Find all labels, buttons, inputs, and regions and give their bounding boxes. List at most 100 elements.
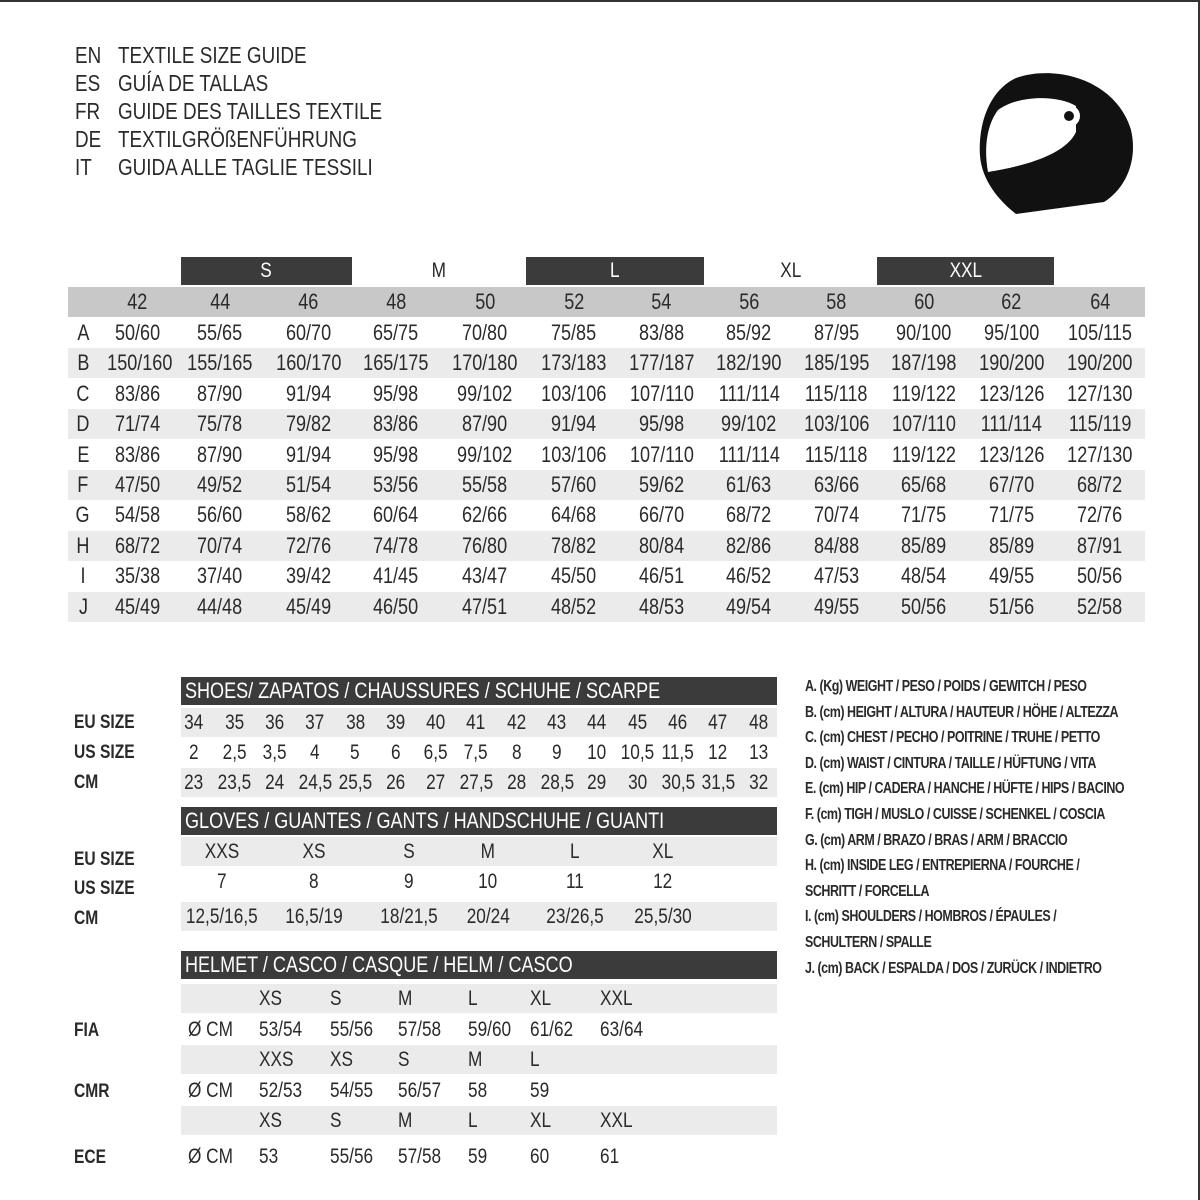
column-header-text: 62 xyxy=(1001,289,1022,314)
table-cell: 38 xyxy=(335,708,375,737)
size-label-text: XS xyxy=(330,1048,353,1071)
table-cell: 24,5 xyxy=(295,768,335,797)
table-cell: 115/119 xyxy=(1055,409,1145,439)
table-cell: 123/126 xyxy=(968,440,1055,470)
table-cell: 23 xyxy=(174,768,214,797)
shoes-header: SHOES/ ZAPATOS / CHAUSSURES / SCHUHE / S… xyxy=(181,677,777,705)
size-band-xl-text: XL xyxy=(779,259,802,282)
table-cell-text: 46/51 xyxy=(638,563,685,589)
size-band-l: L xyxy=(526,257,704,285)
table-cell-text: 111/114 xyxy=(980,411,1043,437)
table-cell: 72/76 xyxy=(1055,500,1145,530)
language-code-text: FR xyxy=(75,98,101,124)
title-text-value: TEXTILGRÖßENFÜHRUNG xyxy=(118,126,357,152)
table-cell: S xyxy=(359,837,459,866)
table-cell-text: 76/80 xyxy=(462,532,508,558)
table-cell: 45/49 xyxy=(265,592,352,622)
table-cell-text: 72/76 xyxy=(285,532,332,558)
table-cell: 44/48 xyxy=(175,592,265,622)
table-cell: 58/62 xyxy=(265,500,352,530)
table-cell-text: 67/70 xyxy=(988,472,1035,497)
table-cell: 66/70 xyxy=(618,500,705,530)
row-stripe xyxy=(181,708,777,737)
legend-item: F. (cm) TIGH / MUSLO / CUISSE / SCHENKEL… xyxy=(805,805,1190,825)
row-label: H xyxy=(70,531,96,561)
row-label-text: EU SIZE xyxy=(74,712,135,733)
size-band-xxl-text: XXL xyxy=(949,259,982,282)
table-cell: 78/82 xyxy=(530,531,618,561)
gloves-title: GLOVES / GUANTES / GANTS / HANDSCHUHE / … xyxy=(185,808,665,833)
table-cell: 53 xyxy=(259,1142,282,1171)
table-cell-text: 80/84 xyxy=(638,532,685,558)
gloves-header: GLOVES / GUANTES / GANTS / HANDSCHUHE / … xyxy=(181,807,777,835)
legend-item-text: G. (cm) ARM / BRAZO / BRAS / ARM / BRACC… xyxy=(805,831,1068,849)
legend-item-text: C. (cm) CHEST / PECHO / POITRINE / TRUHE… xyxy=(805,729,1100,747)
table-cell-text: 9 xyxy=(404,870,414,893)
row-label-text: US SIZE xyxy=(74,878,135,899)
table-cell-text: 59 xyxy=(530,1079,550,1102)
legend-item-text: I. (cm) SHOULDERS / HOMBROS / ÉPAULES / xyxy=(805,908,1057,926)
row-stripe xyxy=(181,984,777,1013)
legend-item-text: F. (cm) TIGH / MUSLO / CUISSE / SCHENKEL… xyxy=(805,806,1105,823)
unit-label-text: Ø CM xyxy=(188,1079,233,1102)
size-label: M xyxy=(398,1106,416,1135)
row-label-text: F xyxy=(77,472,89,497)
row-label: D xyxy=(70,409,96,439)
table-cell: 61/63 xyxy=(705,470,793,500)
table-cell-text: 59/60 xyxy=(468,1018,512,1041)
legend-item: B. (cm) HEIGHT / ALTURA / HAUTEUR / HÖHE… xyxy=(805,703,1200,723)
table-cell: 11 xyxy=(525,867,625,896)
table-cell-text: 83/86 xyxy=(114,380,161,406)
table-cell-text: 23 xyxy=(184,771,204,794)
table-cell: 68/72 xyxy=(100,531,175,561)
size-label-text: L xyxy=(468,987,478,1010)
column-header: 48 xyxy=(352,287,440,317)
table-cell-text: 83/88 xyxy=(638,320,685,345)
table-cell-text: 95/98 xyxy=(638,411,685,437)
table-cell-text: 8 xyxy=(511,741,522,764)
row-stripe xyxy=(181,837,777,866)
table-cell: 46/50 xyxy=(352,592,440,622)
table-cell: 16,5/19 xyxy=(264,902,364,931)
size-label-text: XS xyxy=(259,987,282,1010)
row-label: CM xyxy=(74,768,104,798)
table-cell: 107/110 xyxy=(618,379,705,409)
table-cell: 90/100 xyxy=(880,318,968,348)
table-cell-text: 155/165 xyxy=(187,350,253,376)
table-cell: L xyxy=(525,837,625,866)
table-cell-text: 87/90 xyxy=(197,441,243,467)
row-stripe xyxy=(68,409,1145,440)
table-cell-text: 45 xyxy=(627,711,647,734)
table-cell: 95/98 xyxy=(352,379,440,409)
legend-item: A. (Kg) WEIGHT / PESO / POIDS / GEWITCH … xyxy=(805,677,1166,697)
table-cell: 170/180 xyxy=(440,348,530,378)
table-cell: 150/160 xyxy=(100,348,175,378)
table-cell: 57/58 xyxy=(398,1015,451,1044)
table-cell-text: 95/100 xyxy=(983,320,1040,345)
table-cell-text: 123/126 xyxy=(978,380,1045,406)
table-cell: M xyxy=(438,837,538,866)
table-cell-text: 68/72 xyxy=(1077,472,1123,497)
table-cell-text: 190/200 xyxy=(978,350,1045,376)
table-cell-text: 107/110 xyxy=(892,411,956,437)
unit-label: Ø CM xyxy=(188,1076,243,1105)
row-label-text: A xyxy=(76,320,90,345)
size-label-text: L xyxy=(530,1048,540,1071)
table-cell: 55/56 xyxy=(330,1142,383,1171)
table-cell-text: 45/50 xyxy=(551,563,597,589)
table-cell: 107/110 xyxy=(618,440,705,470)
table-cell-text: M xyxy=(480,840,496,863)
table-cell-text: 37/40 xyxy=(197,563,243,589)
table-cell-text: 49/54 xyxy=(726,593,772,619)
table-cell-text: 47/51 xyxy=(462,593,508,619)
table-cell-text: 123/126 xyxy=(978,441,1045,467)
table-cell: 70/74 xyxy=(793,500,880,530)
language-code: FR xyxy=(75,97,106,125)
row-label-text: CM xyxy=(74,772,99,793)
table-cell-text: 56/57 xyxy=(398,1079,442,1102)
table-cell-text: 46 xyxy=(668,711,688,734)
table-cell-text: 46/52 xyxy=(726,563,772,589)
table-cell-text: 66/70 xyxy=(638,502,685,528)
language-code: IT xyxy=(75,153,95,181)
table-cell: 173/183 xyxy=(530,348,618,378)
